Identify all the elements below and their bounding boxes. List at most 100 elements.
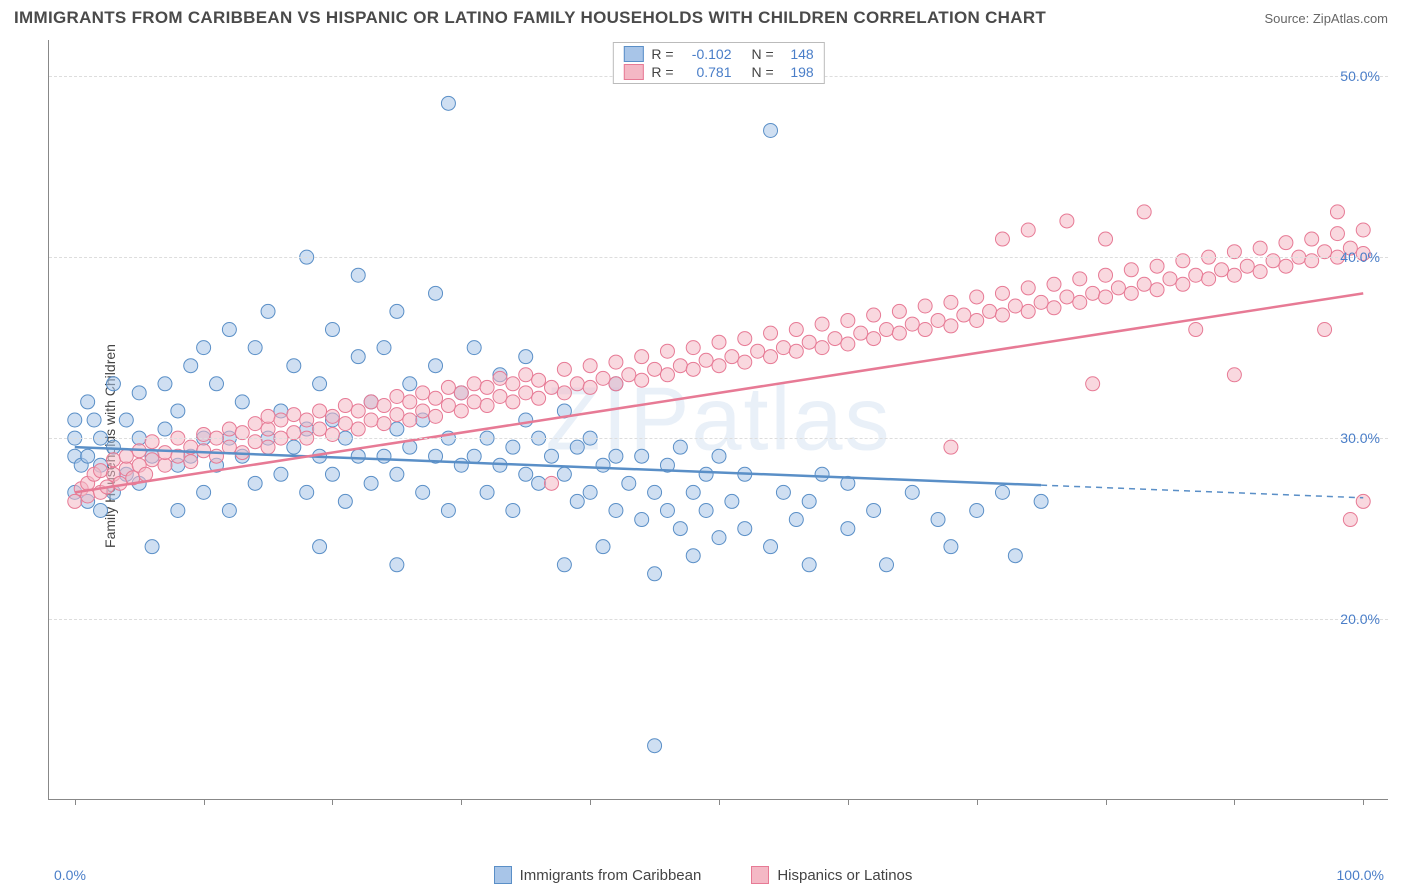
data-point xyxy=(441,380,455,394)
data-point xyxy=(1202,272,1216,286)
trend-line-extrapolated xyxy=(1041,485,1363,498)
data-point xyxy=(648,362,662,376)
data-point xyxy=(1305,232,1319,246)
data-point xyxy=(648,567,662,581)
data-point xyxy=(390,558,404,572)
legend-swatch xyxy=(623,46,643,62)
data-point xyxy=(403,395,417,409)
data-point xyxy=(506,377,520,391)
data-point xyxy=(454,386,468,400)
data-point xyxy=(1215,263,1229,277)
data-point xyxy=(660,368,674,382)
data-point xyxy=(519,467,533,481)
data-point xyxy=(158,458,172,472)
data-point xyxy=(1137,205,1151,219)
data-point xyxy=(532,373,546,387)
data-point xyxy=(815,467,829,481)
data-point xyxy=(403,413,417,427)
data-point xyxy=(1021,281,1035,295)
data-point xyxy=(87,413,101,427)
x-max-label: 100.0% xyxy=(1337,867,1384,883)
data-point xyxy=(1073,295,1087,309)
data-point xyxy=(222,503,236,517)
data-point xyxy=(261,440,275,454)
data-point xyxy=(377,399,391,413)
data-point xyxy=(1034,494,1048,508)
bottom-legend: 0.0% Immigrants from CaribbeanHispanics … xyxy=(0,866,1406,884)
data-point xyxy=(1099,232,1113,246)
data-point xyxy=(429,286,443,300)
chart-title: IMMIGRANTS FROM CARIBBEAN VS HISPANIC OR… xyxy=(14,8,1046,28)
data-point xyxy=(248,417,262,431)
data-point xyxy=(184,359,198,373)
data-point xyxy=(1137,277,1151,291)
data-point xyxy=(931,313,945,327)
data-point xyxy=(338,399,352,413)
x-tick xyxy=(977,799,978,805)
data-point xyxy=(557,386,571,400)
data-point xyxy=(113,476,127,490)
y-tick-label: 40.0% xyxy=(1340,249,1380,265)
data-point xyxy=(880,323,894,337)
data-point xyxy=(325,323,339,337)
data-point xyxy=(519,386,533,400)
data-point xyxy=(854,326,868,340)
data-point xyxy=(519,413,533,427)
data-point xyxy=(1330,205,1344,219)
corr-legend-row: R = 0.781N = 198 xyxy=(613,63,823,81)
data-point xyxy=(300,485,314,499)
data-point xyxy=(635,373,649,387)
data-point xyxy=(1150,283,1164,297)
data-point xyxy=(802,494,816,508)
data-point xyxy=(197,427,211,441)
data-point xyxy=(261,304,275,318)
data-point xyxy=(1266,254,1280,268)
data-point xyxy=(635,350,649,364)
data-point xyxy=(764,326,778,340)
data-point xyxy=(1086,286,1100,300)
data-point xyxy=(351,268,365,282)
data-point xyxy=(867,308,881,322)
data-point xyxy=(686,362,700,376)
corr-r-label: R = xyxy=(651,46,673,62)
data-point xyxy=(557,362,571,376)
data-point xyxy=(764,350,778,364)
data-point xyxy=(764,123,778,137)
data-point xyxy=(686,549,700,563)
data-point xyxy=(905,317,919,331)
data-point xyxy=(377,341,391,355)
data-point xyxy=(944,319,958,333)
data-point xyxy=(789,344,803,358)
data-point xyxy=(106,377,120,391)
data-point xyxy=(596,371,610,385)
data-point xyxy=(635,449,649,463)
data-point xyxy=(1124,263,1138,277)
data-point xyxy=(403,377,417,391)
data-point xyxy=(274,467,288,481)
data-point xyxy=(313,540,327,554)
data-point xyxy=(764,540,778,554)
data-point xyxy=(467,449,481,463)
data-point xyxy=(1034,295,1048,309)
data-point xyxy=(1073,272,1087,286)
data-point xyxy=(609,449,623,463)
data-point xyxy=(81,449,95,463)
data-point xyxy=(519,350,533,364)
corr-r-label: R = xyxy=(651,64,673,80)
legend-label: Immigrants from Caribbean xyxy=(520,867,702,884)
data-point xyxy=(983,304,997,318)
data-point xyxy=(416,404,430,418)
data-point xyxy=(1305,254,1319,268)
data-point xyxy=(68,494,82,508)
x-tick xyxy=(461,799,462,805)
data-point xyxy=(197,341,211,355)
data-point xyxy=(364,395,378,409)
data-point xyxy=(1176,254,1190,268)
data-point xyxy=(995,232,1009,246)
data-point xyxy=(313,422,327,436)
data-point xyxy=(725,350,739,364)
data-point xyxy=(429,409,443,423)
data-point xyxy=(725,494,739,508)
legend-item: Immigrants from Caribbean xyxy=(494,866,702,884)
data-point xyxy=(880,558,894,572)
